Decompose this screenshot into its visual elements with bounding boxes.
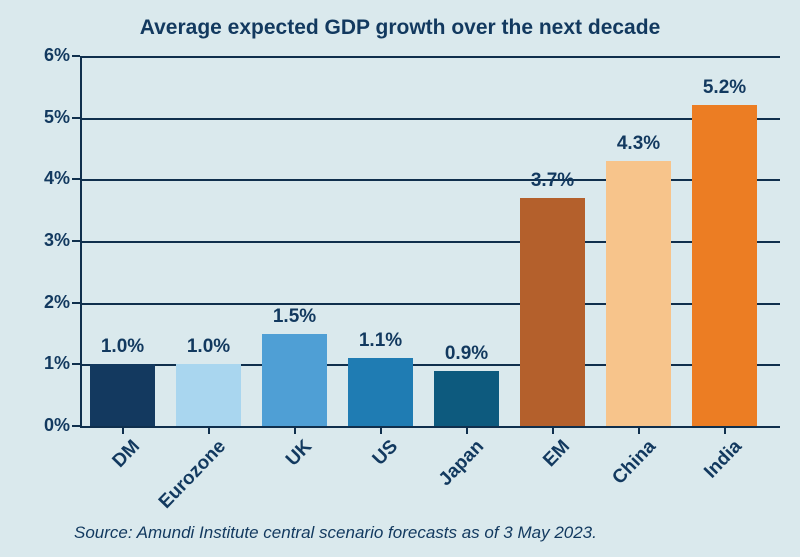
gridline: [80, 56, 780, 58]
y-tick-label: 5%: [14, 107, 70, 128]
bar-value-label: 1.5%: [252, 306, 337, 328]
bar-value-label: 1.0%: [166, 336, 251, 358]
bar: [692, 105, 757, 426]
x-tick: [294, 426, 296, 434]
y-tick: [72, 117, 80, 119]
gdp-growth-chart: Average expected GDP growth over the nex…: [0, 0, 800, 557]
bar: [262, 334, 327, 427]
bar: [90, 364, 155, 426]
bar-value-label: 5.2%: [682, 77, 767, 99]
y-tick-label: 6%: [14, 45, 70, 66]
bar: [434, 371, 499, 427]
bar-value-label: 1.0%: [80, 336, 165, 358]
x-tick: [724, 426, 726, 434]
bar: [176, 364, 241, 426]
y-tick: [72, 363, 80, 365]
y-tick: [72, 178, 80, 180]
y-tick-label: 2%: [14, 292, 70, 313]
gridline: [80, 426, 780, 428]
bar-value-label: 3.7%: [510, 170, 595, 192]
chart-title: Average expected GDP growth over the nex…: [0, 16, 800, 40]
gridline: [80, 179, 780, 181]
y-tick-label: 4%: [14, 168, 70, 189]
bar-value-label: 4.3%: [596, 133, 681, 155]
y-tick-label: 0%: [14, 415, 70, 436]
bar: [606, 161, 671, 426]
plot-area: 1.0%1.0%1.5%1.1%0.9%3.7%4.3%5.2%: [80, 56, 780, 426]
x-tick: [380, 426, 382, 434]
x-tick: [552, 426, 554, 434]
x-tick: [466, 426, 468, 434]
y-axis-line: [80, 56, 82, 426]
y-tick: [72, 425, 80, 427]
y-tick-label: 3%: [14, 230, 70, 251]
bar-value-label: 1.1%: [338, 330, 423, 352]
y-tick-label: 1%: [14, 353, 70, 374]
gridline: [80, 241, 780, 243]
bar: [520, 198, 585, 426]
gridline: [80, 303, 780, 305]
y-tick: [72, 240, 80, 242]
bar-value-label: 0.9%: [424, 343, 509, 365]
x-tick: [208, 426, 210, 434]
y-tick: [72, 302, 80, 304]
x-tick: [122, 426, 124, 434]
x-tick: [638, 426, 640, 434]
bar: [348, 358, 413, 426]
gridline: [80, 118, 780, 120]
y-tick: [72, 55, 80, 57]
